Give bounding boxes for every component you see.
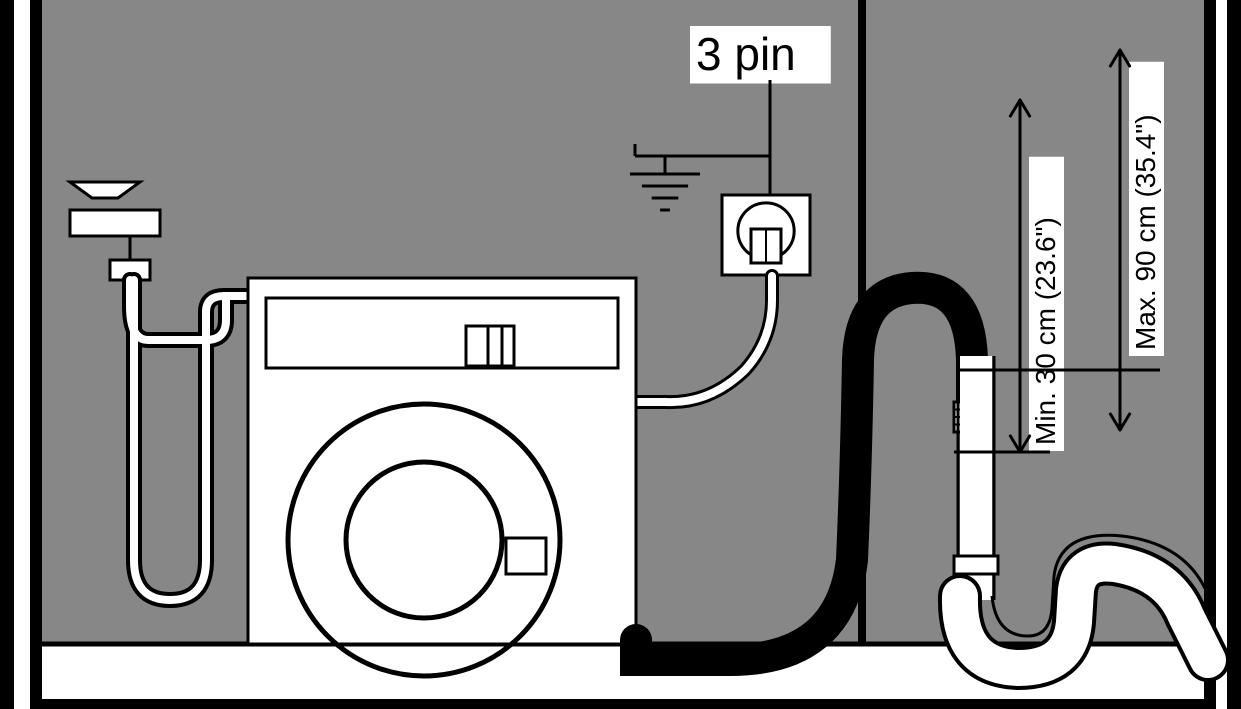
svg-text:Max. 90 cm (35.4"): Max. 90 cm (35.4") bbox=[1130, 114, 1161, 350]
label-max-height: Max. 90 cm (35.4") bbox=[1129, 62, 1164, 356]
door-latch bbox=[506, 538, 546, 574]
svg-text:3 pin: 3 pin bbox=[696, 28, 796, 80]
label-3pin: 3 pin bbox=[690, 26, 831, 84]
svg-text:Min. 30 cm (23.6"): Min. 30 cm (23.6") bbox=[1030, 217, 1061, 445]
label-min-height: Min. 30 cm (23.6") bbox=[1029, 157, 1064, 451]
